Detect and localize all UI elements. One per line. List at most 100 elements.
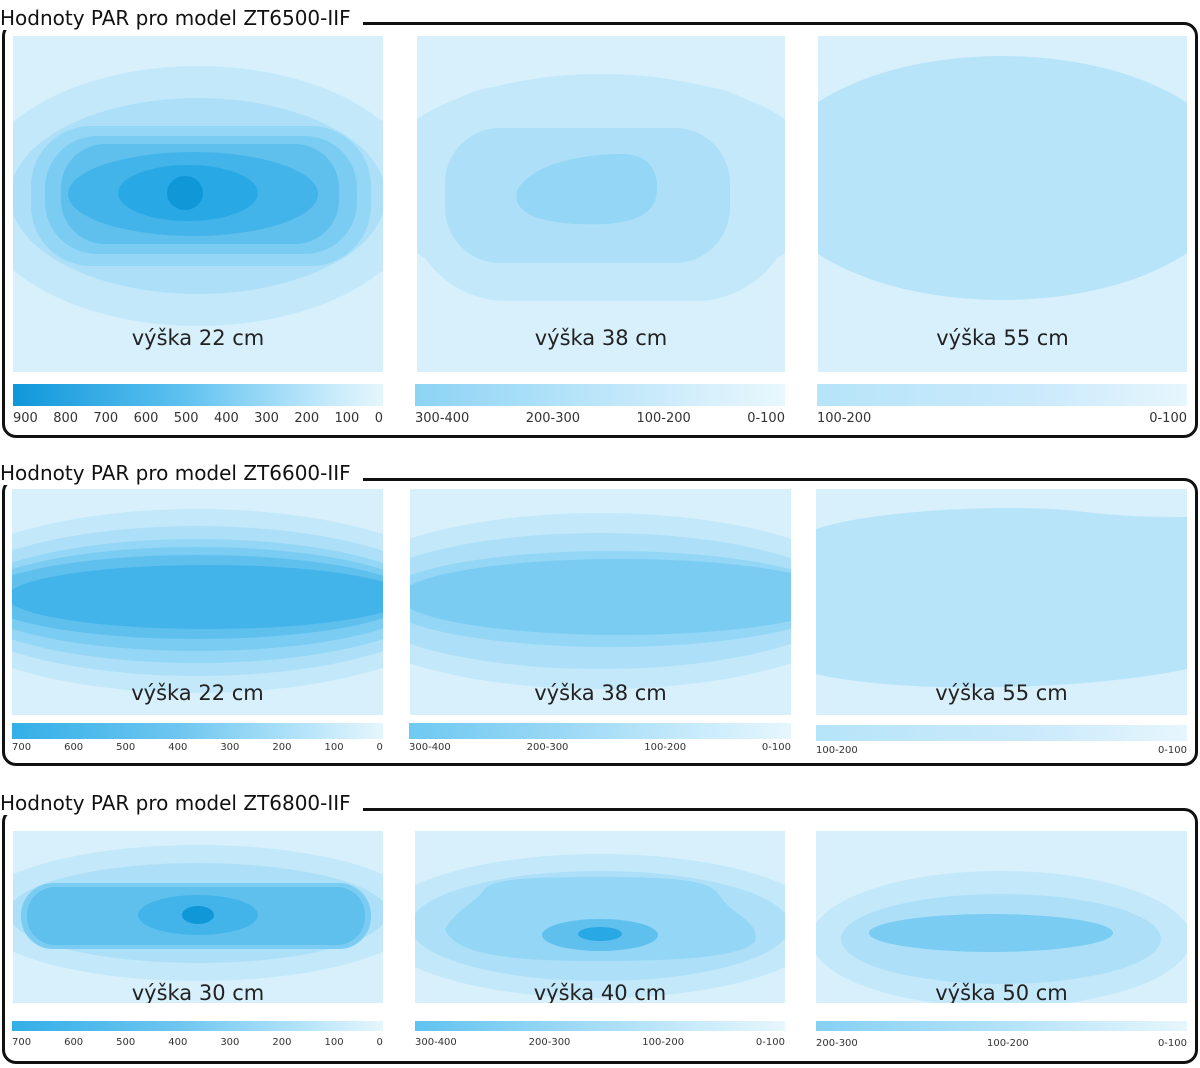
heatmap-panel: výška 55 cm	[816, 489, 1187, 715]
scale-tick: 500	[173, 411, 199, 426]
scale-tick: 700	[12, 1037, 32, 1048]
scale-bar	[13, 384, 383, 406]
scale-tick: 300	[254, 411, 279, 426]
scale-tick: 900	[13, 411, 38, 426]
scale-tick: 700	[93, 411, 119, 426]
scale-ticks: 200-300 100-200 0-100	[816, 1038, 1187, 1049]
scale-ticks: 700 600 500 400 300 200 100 0	[12, 742, 383, 753]
par-heatmap	[415, 831, 785, 1003]
color-scale: 300-400 200-300 100-200 0-100	[415, 1021, 785, 1056]
height-label: výška 30 cm	[131, 981, 265, 1003]
scale-ticks: 700 600 500 400 300 200 100 0	[12, 1037, 383, 1048]
scale-tick: 400	[213, 411, 239, 426]
color-scale: 100-200 0-100	[816, 725, 1187, 760]
par-heatmap	[417, 36, 785, 372]
scale-tick: 800	[53, 411, 79, 426]
scale-tick: 200	[294, 411, 320, 426]
section-title: Hodnoty PAR pro model ZT6800-IIF	[0, 791, 363, 815]
par-heatmap	[410, 489, 791, 715]
section-frame	[2, 478, 1198, 766]
scale-bar	[816, 1021, 1187, 1031]
height-label: výška 40 cm	[533, 981, 667, 1003]
scale-tick: 100	[324, 1037, 344, 1048]
height-label: výška 38 cm	[534, 681, 667, 705]
section-title: Hodnoty PAR pro model ZT6600-IIF	[0, 461, 363, 485]
heatmap-panel: výška 22 cm	[13, 36, 383, 372]
heatmap-panel: výška 38 cm	[410, 489, 791, 715]
scale-tick: 0-100	[755, 1037, 785, 1048]
height-label: výška 22 cm	[131, 681, 264, 705]
par-heatmap	[816, 489, 1187, 715]
scale-tick: 0-100	[1157, 1038, 1187, 1049]
scale-ticks: 300-400 200-300 100-200 0-100	[415, 411, 785, 426]
scale-tick: 200	[272, 1037, 292, 1048]
scale-tick: 300	[220, 742, 240, 753]
scale-bar	[409, 723, 791, 739]
scale-tick: 100	[334, 411, 360, 426]
scale-tick: 0	[376, 742, 383, 753]
scale-tick: 0	[376, 1037, 383, 1048]
scale-tick: 300-400	[415, 411, 470, 426]
section-title: Hodnoty PAR pro model ZT6500-IIF	[0, 6, 363, 30]
scale-tick: 700	[12, 742, 32, 753]
scale-tick: 100-200	[636, 411, 691, 426]
scale-tick: 0-100	[761, 742, 791, 753]
scale-tick: 400	[168, 742, 188, 753]
par-heatmap	[816, 831, 1187, 1003]
heatmap-panel: výška 55 cm	[818, 36, 1187, 372]
scale-tick: 0-100	[1157, 745, 1187, 756]
height-label: výška 22 cm	[131, 326, 265, 350]
scale-tick: 200-300	[525, 411, 581, 426]
scale-tick: 500	[116, 742, 136, 753]
scale-tick: 200-300	[526, 742, 569, 753]
scale-tick: 300	[220, 1037, 240, 1048]
heatmap-panel: výška 30 cm	[13, 831, 383, 1003]
section-zt6600: Hodnoty PAR pro model ZT6600-IIF výška 2…	[0, 458, 1200, 768]
scale-bar	[12, 723, 383, 739]
scale-ticks: 300-400 200-300 100-200 0-100	[415, 1037, 785, 1048]
scale-tick: 300-400	[415, 1037, 457, 1048]
section-zt6500: Hodnoty PAR pro model ZT6500-IIF výška 2…	[0, 0, 1200, 440]
section-frame	[2, 22, 1198, 438]
heatmap-panel: výška 38 cm	[417, 36, 785, 372]
height-label: výška 55 cm	[936, 326, 1069, 350]
par-heatmap	[13, 36, 383, 372]
color-scale: 300-400 200-300 100-200 0-100	[409, 723, 791, 758]
scale-bar	[12, 1021, 383, 1031]
scale-tick: 100-200	[644, 742, 687, 753]
color-scale: 700 600 500 400 300 200 100 0	[12, 1021, 383, 1056]
scale-tick: 400	[168, 1037, 188, 1048]
scale-tick: 200-300	[528, 1037, 571, 1048]
scale-ticks: 100-200 0-100	[817, 411, 1187, 426]
scale-bar	[817, 384, 1187, 406]
color-scale: 300-400 200-300 100-200 0-100	[415, 384, 785, 428]
color-scale: 900 800 700 600 500 400 300 200 100 0	[13, 384, 383, 428]
section-frame	[2, 808, 1198, 1064]
scale-tick: 100-200	[816, 745, 858, 756]
height-label: výška 50 cm	[935, 981, 1068, 1003]
scale-tick: 0	[374, 411, 383, 426]
heatmap-panel: výška 40 cm	[415, 831, 785, 1003]
par-heatmap	[13, 831, 383, 1003]
scale-tick: 500	[116, 1037, 136, 1048]
color-scale: 700 600 500 400 300 200 100 0	[12, 723, 383, 758]
section-zt6800: Hodnoty PAR pro model ZT6800-IIF výška 3…	[0, 788, 1200, 1068]
scale-tick: 0-100	[1149, 411, 1187, 426]
scale-tick: 100	[324, 742, 344, 753]
scale-tick: 200-300	[816, 1038, 858, 1049]
scale-tick: 0-100	[747, 411, 785, 426]
height-label: výška 55 cm	[935, 681, 1068, 705]
par-heatmap	[818, 36, 1187, 372]
scale-tick: 600	[64, 1037, 84, 1048]
scale-tick: 200	[272, 742, 292, 753]
scale-ticks: 300-400 200-300 100-200 0-100	[409, 742, 791, 753]
scale-bar	[415, 384, 785, 406]
scale-tick: 300-400	[409, 742, 451, 753]
height-label: výška 38 cm	[534, 326, 668, 350]
scale-tick: 600	[64, 742, 84, 753]
color-scale: 100-200 0-100	[817, 384, 1187, 428]
scale-ticks: 900 800 700 600 500 400 300 200 100 0	[13, 411, 383, 426]
scale-tick: 100-200	[986, 1038, 1029, 1049]
scale-bar	[415, 1021, 785, 1031]
scale-tick: 100-200	[817, 411, 872, 426]
